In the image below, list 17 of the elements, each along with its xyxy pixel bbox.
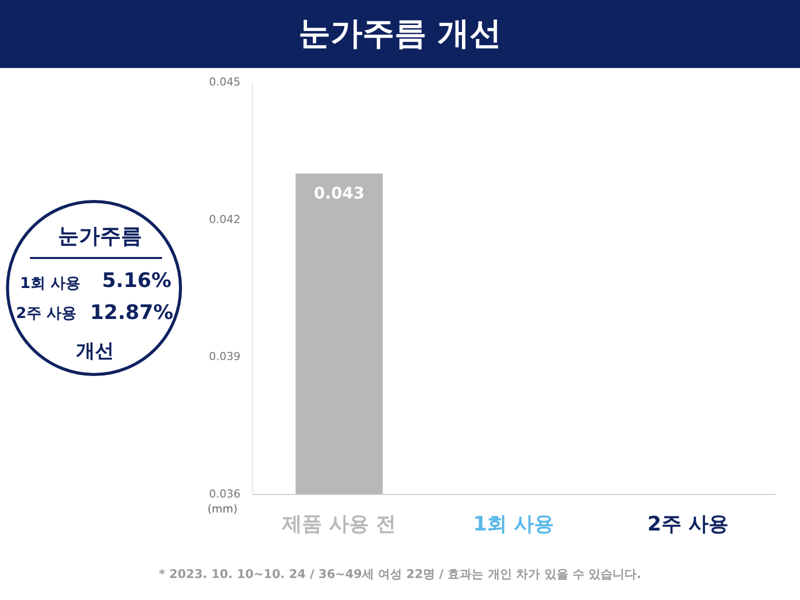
x-tick-label: 제품 사용 전 xyxy=(281,512,396,536)
y-axis-title: (mm) xyxy=(207,502,238,516)
y-tick-label: 0.039 xyxy=(209,350,240,364)
y-tick-label: 0.042 xyxy=(209,212,240,226)
text: 12.87% xyxy=(90,300,174,324)
y-tick-label: 0.036 xyxy=(209,488,240,500)
text: * 2023. 10. 10~10. 24 / 36~49세 여성 22명 / 효과는 개인 차가 있을 수 있습니다. xyxy=(158,566,642,583)
text: 눈가주름 xyxy=(58,223,142,250)
chart-title: 눈가주름 개선 xyxy=(0,0,800,68)
data-label: 0.043 xyxy=(314,184,364,203)
y-tick-label: 0.045 xyxy=(209,76,240,88)
x-tick-label: 2주 사용 xyxy=(647,512,728,536)
text: 2주 사용 xyxy=(16,304,77,323)
x-tick-label: 1회 사용 xyxy=(473,512,554,536)
text: 5.16% xyxy=(102,268,172,292)
text: 1회 사용 xyxy=(20,274,81,293)
text: 개선 xyxy=(76,339,114,364)
